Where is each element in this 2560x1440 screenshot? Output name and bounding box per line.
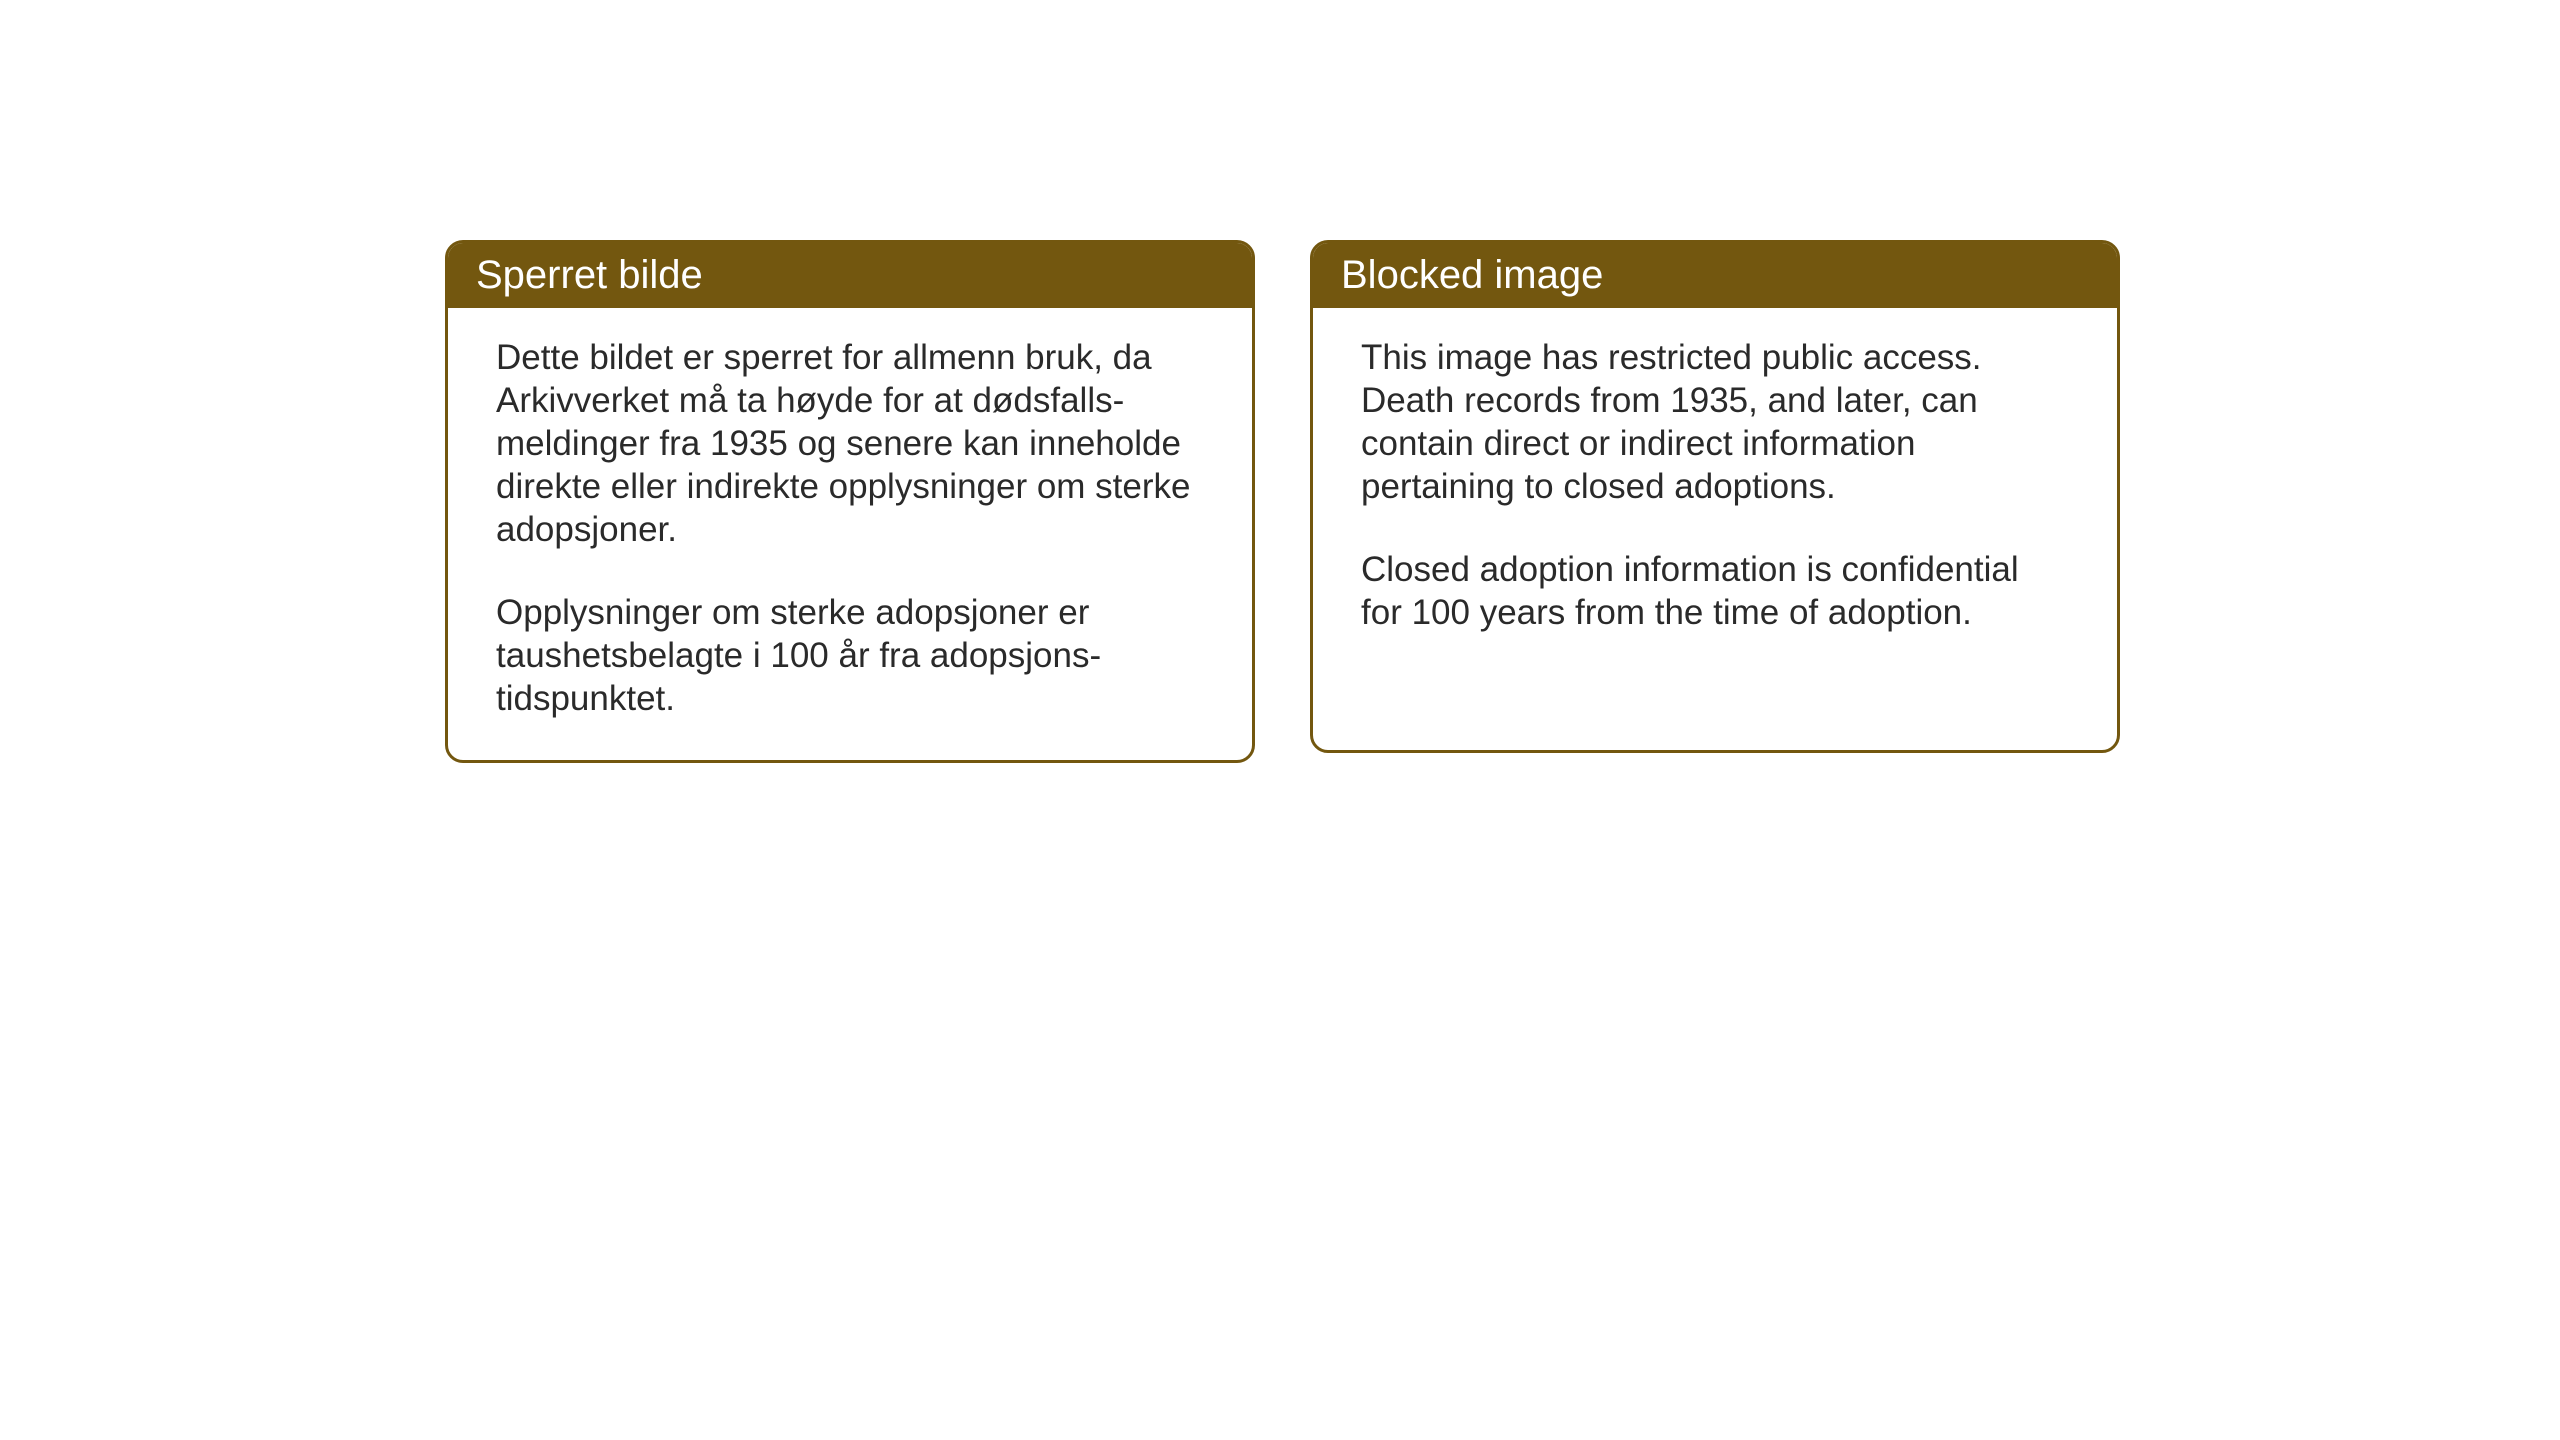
card-title-norwegian: Sperret bilde — [476, 253, 703, 297]
card-norwegian: Sperret bilde Dette bildet er sperret fo… — [445, 240, 1255, 763]
card-paragraph2-english: Closed adoption information is confident… — [1361, 548, 2069, 634]
card-english: Blocked image This image has restricted … — [1310, 240, 2120, 753]
card-body-norwegian: Dette bildet er sperret for allmenn bruk… — [448, 308, 1252, 760]
card-header-english: Blocked image — [1313, 243, 2117, 308]
card-header-norwegian: Sperret bilde — [448, 243, 1252, 308]
card-body-english: This image has restricted public access.… — [1313, 308, 2117, 674]
cards-container: Sperret bilde Dette bildet er sperret fo… — [445, 240, 2120, 763]
card-title-english: Blocked image — [1341, 253, 1603, 297]
card-paragraph1-norwegian: Dette bildet er sperret for allmenn bruk… — [496, 336, 1204, 551]
card-paragraph1-english: This image has restricted public access.… — [1361, 336, 2069, 508]
card-paragraph2-norwegian: Opplysninger om sterke adopsjoner er tau… — [496, 591, 1204, 720]
